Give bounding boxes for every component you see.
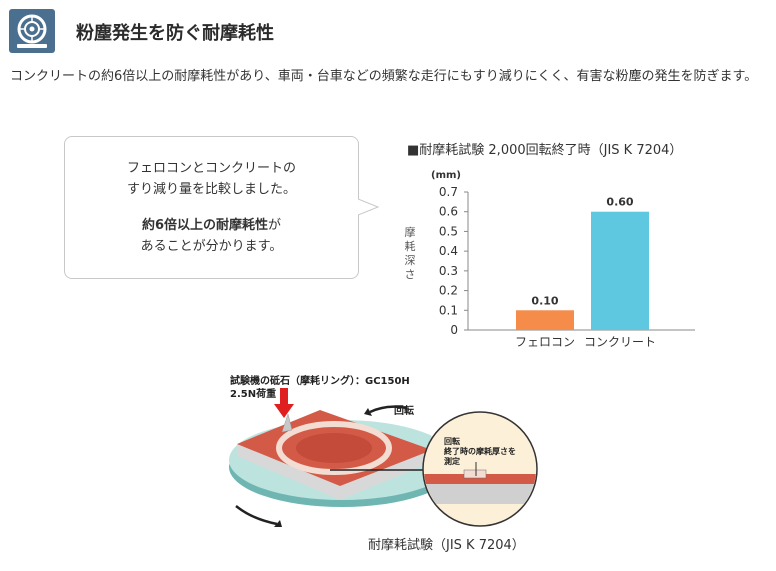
y-tick-label: 0.7 <box>439 185 458 199</box>
x-tick-label: コンクリート <box>584 335 656 349</box>
label-rotation: 回転 <box>394 404 414 417</box>
bubble-line-2: すり減り量を比較しました。 <box>126 182 296 197</box>
load-arrow-icon <box>280 388 288 404</box>
callout-line-3: 測定 <box>444 456 460 466</box>
intro-text: コンクリートの約6倍以上の耐摩耗性があり、車両・台車などの頻繁な走行にもすり減り… <box>10 69 758 84</box>
label-stone: 試験機の砥石（摩耗リング）：GC150H <box>230 374 410 387</box>
page-title: 粉塵発生を防ぐ耐摩耗性 <box>76 23 274 44</box>
y-axis-label-char: 摩 <box>405 225 416 239</box>
y-tick-label: 0.4 <box>439 244 458 258</box>
rotation-arrow-lower-icon <box>235 505 278 526</box>
y-unit-label: (mm) <box>431 170 461 181</box>
bar <box>591 211 649 330</box>
y-tick-label: 0.1 <box>439 303 458 317</box>
y-tick-label: 0 <box>450 323 458 337</box>
x-tick-label: フェロコン <box>515 335 575 349</box>
bubble-line-3: 約6倍以上の耐摩耗性が <box>65 215 358 236</box>
data-label: 0.60 <box>606 196 633 209</box>
abrasion-test-diagram: 試験機の砥石（摩耗リング）：GC150H 2.5N荷重 回転 回転 終了時の摩耗… <box>229 374 538 527</box>
callout-line-2: 終了時の摩耗厚さを <box>444 446 516 456</box>
bubble-line-4: あることが分かります。 <box>140 239 283 254</box>
bubble-line-3-rest: が <box>268 218 282 233</box>
callout-line-1: 回転 <box>444 436 460 446</box>
y-axis-label-char: 耗 <box>405 240 416 253</box>
data-label: 0.10 <box>531 294 558 307</box>
y-axis-label-char: さ <box>405 268 416 281</box>
y-tick-label: 0.2 <box>439 284 458 298</box>
y-tick-label: 0.3 <box>439 264 458 278</box>
bubble-tail <box>358 198 380 216</box>
y-tick-label: 0.6 <box>439 205 458 219</box>
tire-icon <box>9 9 55 53</box>
label-load: 2.5N荷重 <box>230 387 276 400</box>
comparison-bubble: フェロコンとコンクリートの すり減り量を比較しました。 約6倍以上の耐摩耗性が … <box>64 136 359 279</box>
y-tick-label: 0.5 <box>439 224 458 238</box>
y-axis-label-char: 深 <box>405 254 416 267</box>
diagram-caption: 耐摩耗試験（JIS K 7204） <box>368 538 525 553</box>
rotation-arrow-icon <box>369 405 408 414</box>
bubble-highlight: 約6倍以上の耐摩耗性 <box>141 218 269 233</box>
bar <box>516 310 574 330</box>
chart-title: ■耐摩耗試験 2,000回転終了時（JIS K 7204） <box>407 143 683 158</box>
bubble-line-1: フェロコンとコンクリートの <box>126 161 296 176</box>
